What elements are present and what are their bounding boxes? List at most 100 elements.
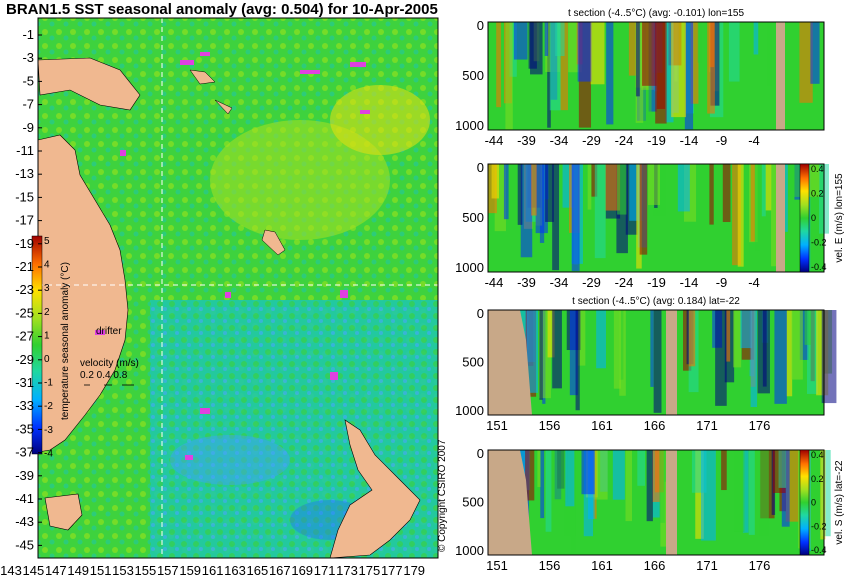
velocity-colorbar-tick-label: -0.4 [811,262,827,272]
panel-x-tick-label: -44 [485,275,504,290]
velocity-colorbar-label: vel. E (m/s) lon=155 [834,173,845,263]
panel-x-tick-label: -9 [716,275,728,290]
lat-tick-label: -29 [15,352,34,367]
panel-y-tick-label: 0 [477,446,484,461]
lon-tick-label: 155 [135,563,157,578]
lon-tick-label: 147 [45,563,67,578]
lat-tick-label: -45 [15,537,34,552]
panel-x-tick-label: -19 [647,133,666,148]
lat-tick-label: -21 [15,259,34,274]
panel-x-tick-label: -29 [582,133,601,148]
lat-tick-label: -33 [15,398,34,413]
lon-tick-label: 171 [314,563,336,578]
land-mask [488,450,532,555]
colorbar-tick-label: 5 [44,236,50,247]
panel-x-tick-label: -4 [748,275,760,290]
panel-x-tick-label: -34 [550,275,569,290]
drifter-label: drifter [96,326,122,337]
panel-title: t section (-4..5°C) (avg: 0.184) lat=-22 [572,296,740,307]
lon-tick-label: 177 [381,563,403,578]
lat-tick-label: -5 [22,73,34,88]
velocity-colorbar-tick-label: -0.2 [811,521,827,531]
colorbar-tick-label: 1 [44,330,50,341]
lon-tick-label: 163 [224,563,246,578]
lat-tick-label: -7 [22,97,34,112]
lon-tick-label: 175 [359,563,381,578]
panel-x-tick-label: -4 [748,133,760,148]
velocity-colorbar-label: vel. S (m/s) lat=-22 [834,460,845,545]
velocity-colorbar-tick-label: 0.4 [811,450,824,460]
colorbar-tick-label: -2 [44,401,53,412]
lat-tick-label: -23 [15,282,34,297]
panel-x-tick-label: 176 [749,418,771,433]
lat-tick-label: -9 [22,120,34,135]
panel-x-tick-label: -29 [582,275,601,290]
lon-tick-label: 179 [403,563,425,578]
panel-y-tick-label: 1000 [455,118,484,133]
lat-tick-label: -25 [15,305,34,320]
lon-tick-label: 167 [269,563,291,578]
panel-y-tick-label: 500 [462,495,484,510]
section-panel-1: t section (-4..5°C) (avg: -0.101) lon=15… [455,8,825,148]
lat-tick-label: -1 [22,27,34,42]
panel-x-tick-label: 156 [539,418,561,433]
panel-x-tick-label: 161 [591,558,613,573]
panel-x-tick-label: 161 [591,418,613,433]
land-mask [776,164,785,272]
panel-x-tick-label: -14 [680,133,699,148]
map-colorbar [31,235,43,455]
velocity-values: 0.2 0.4 0.8 [80,370,128,381]
lat-tick-label: -19 [15,236,34,251]
panel-x-tick-label: 166 [644,418,666,433]
panel-x-tick-label: -44 [485,133,504,148]
colorbar-tick-label: -1 [44,378,53,389]
land-mask [488,310,532,415]
colorbar-tick-label: -3 [44,425,53,436]
panel-y-tick-label: 1000 [455,260,484,275]
drifter-markers [95,52,370,460]
lat-tick-label: -41 [15,491,34,506]
colorbar-tick-label: -4 [44,448,53,459]
lon-tick-label: 169 [291,563,313,578]
velocity-colorbar-tick-label: 0.2 [811,189,824,199]
lat-tick-label: -15 [15,189,34,204]
panel-x-tick-label: 151 [486,558,508,573]
panel-y-tick-label: 500 [462,210,484,225]
panel-x-tick-label: -34 [550,133,569,148]
lat-tick-label: -31 [15,375,34,390]
panel-y-tick-label: 500 [462,355,484,370]
section-panel-3: t section (-4..5°C) (avg: 0.184) lat=-22… [455,296,837,433]
land-australia [37,134,129,453]
colorbar-tick-label: 0 [44,354,50,365]
panel-x-tick-label: 151 [486,418,508,433]
lat-tick-label: -37 [15,445,34,460]
copyright-text: © Copyright CSIRO 2007 [437,439,448,552]
lon-tick-label: 161 [202,563,224,578]
velocity-colorbar-tick-label: 0 [811,213,816,223]
land-mask [666,450,677,555]
panel-y-tick-label: 0 [477,306,484,321]
sst-anomaly-map [37,17,439,559]
panel-x-tick-label: 156 [539,558,561,573]
colorbar-tick-label: 2 [44,307,50,318]
land-mask [666,310,677,415]
panel-y-tick-label: 0 [477,18,484,33]
velocity-colorbar-tick-label: 0.4 [811,164,824,174]
lon-tick-label: 159 [179,563,201,578]
lat-tick-label: -13 [15,166,34,181]
panel-y-tick-label: 0 [477,160,484,175]
land-mask [776,22,785,130]
panel-y-tick-label: 1000 [455,543,484,558]
land-tasmania [44,493,83,531]
velocity-colorbar [799,163,810,273]
panel-x-tick-label: 171 [696,418,718,433]
panel-x-tick-label: -24 [615,133,634,148]
colorbar-tick-label: 4 [44,260,50,271]
map-title: BRAN1.5 SST seasonal anomaly (avg: 0.504… [6,1,438,18]
land-new-caledonia [261,229,286,256]
velocity-colorbar-tick-label: 0.2 [811,474,824,484]
panel-x-tick-label: -19 [647,275,666,290]
panel-x-tick-label: -14 [680,275,699,290]
